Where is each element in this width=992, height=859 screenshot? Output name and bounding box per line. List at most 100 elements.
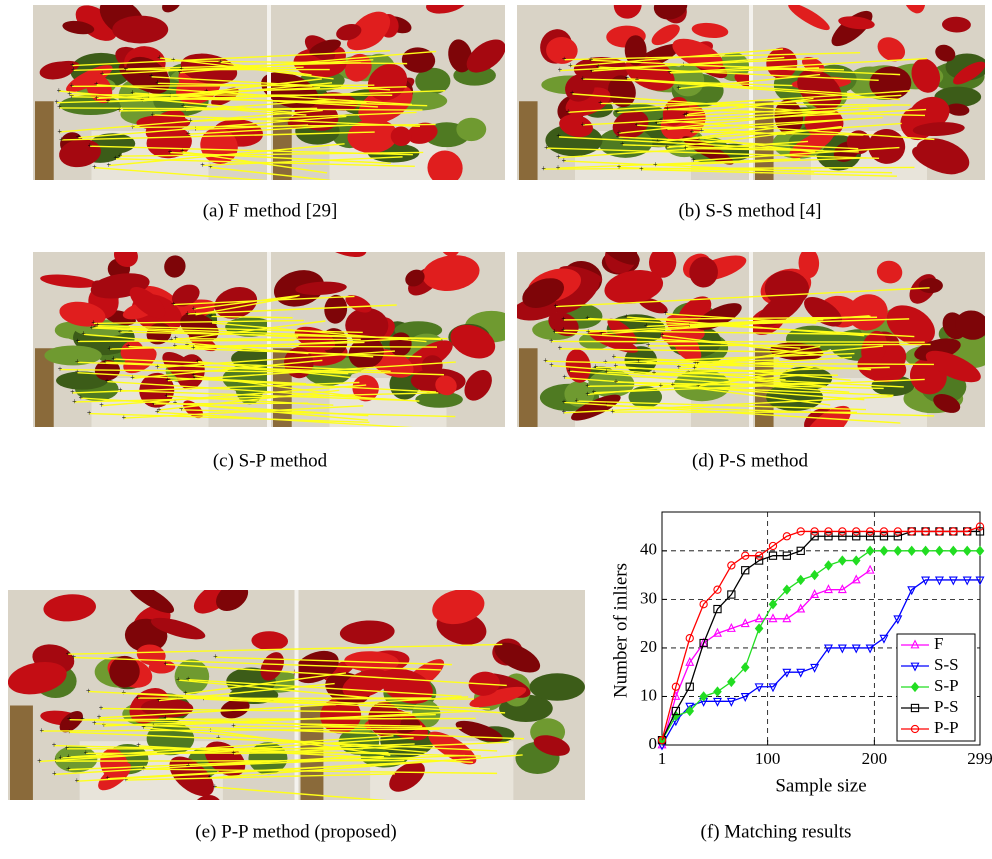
match-marker: + (155, 407, 160, 416)
match-marker: + (541, 164, 546, 173)
x-axis-label: Sample size (775, 775, 866, 796)
match-marker: + (124, 65, 129, 74)
match-marker: + (695, 358, 700, 367)
match-marker: + (614, 361, 619, 370)
match-marker: + (610, 407, 615, 416)
match-marker: + (52, 769, 57, 778)
match-marker: + (590, 66, 595, 75)
y-tick-label: 30 (640, 588, 657, 607)
match-marker: + (75, 357, 80, 366)
match-marker: + (37, 756, 42, 765)
match-marker: + (88, 141, 93, 150)
match-marker: + (87, 408, 92, 417)
match-marker: + (581, 74, 586, 83)
match-marker: + (625, 74, 630, 83)
legend-label: P-P (934, 718, 959, 737)
match-marker: + (620, 140, 625, 149)
match-marker: + (130, 122, 135, 131)
match-marker: + (664, 309, 669, 318)
match-marker: + (556, 163, 561, 172)
match-marker: + (553, 301, 558, 310)
match-marker: + (121, 688, 126, 697)
match-line (55, 761, 404, 762)
match-marker: + (603, 357, 608, 366)
match-marker: + (92, 718, 97, 727)
match-marker: + (165, 375, 170, 384)
match-marker: + (124, 775, 129, 784)
match-marker: + (107, 344, 112, 353)
match-marker: + (105, 773, 110, 782)
match-marker: + (80, 714, 85, 723)
match-marker: + (544, 143, 549, 152)
match-marker: + (617, 128, 622, 137)
match-marker: + (617, 162, 622, 171)
match-marker: + (193, 373, 198, 382)
match-marker: + (549, 336, 554, 345)
match-marker: + (57, 86, 62, 95)
photo: ++++++++++++++++++++++++++++++++++++++++… (33, 201, 518, 430)
match-marker: + (176, 675, 181, 684)
match-marker: + (191, 343, 196, 352)
match-marker: + (585, 389, 590, 398)
match-marker: + (164, 391, 169, 400)
match-marker: + (592, 388, 597, 397)
match-marker: + (562, 408, 567, 417)
match-marker: + (178, 68, 183, 77)
match-marker: + (72, 397, 77, 406)
match-marker: + (57, 127, 62, 136)
match-marker: + (157, 53, 162, 62)
match-marker: + (185, 309, 190, 318)
match-marker: + (599, 329, 604, 338)
match-marker: + (155, 362, 160, 371)
match-marker: + (593, 362, 598, 371)
match-marker: + (562, 55, 567, 64)
match-marker: + (58, 364, 63, 373)
match-marker: + (200, 160, 205, 169)
match-marker: + (568, 61, 573, 70)
petal (112, 16, 168, 44)
match-marker: + (92, 162, 97, 171)
match-marker: + (646, 341, 651, 350)
match-marker: + (556, 132, 561, 141)
match-marker: + (67, 90, 72, 99)
legend-label: S-S (934, 655, 959, 674)
match-marker: + (75, 776, 80, 785)
caption: (e) P-P method (proposed) (195, 821, 396, 842)
leaf (456, 118, 486, 141)
legend-label: P-S (934, 697, 959, 716)
match-marker: + (558, 65, 563, 74)
match-marker: + (558, 344, 563, 353)
match-marker: + (671, 380, 676, 389)
photo: ++++++++++++++++++++++++++++++++++++++++… (33, 0, 511, 191)
match-marker: + (676, 83, 681, 92)
match-marker: + (64, 744, 69, 753)
match-marker: + (111, 354, 116, 363)
match-marker: + (562, 397, 567, 406)
match-marker: + (168, 147, 173, 156)
match-marker: + (624, 312, 629, 321)
y-tick-label: 20 (640, 637, 657, 656)
match-marker: + (118, 385, 123, 394)
y-tick-label: 10 (640, 685, 657, 704)
match-marker: + (186, 675, 191, 684)
match-marker: + (635, 75, 640, 84)
match-marker: + (589, 55, 594, 64)
caption: (f) Matching results (701, 821, 852, 842)
match-marker: + (186, 129, 191, 138)
match-marker: + (208, 162, 213, 171)
match-marker: + (90, 323, 95, 332)
match-marker: + (118, 151, 123, 160)
match-marker: + (117, 106, 122, 115)
caption: (b) S-S method [4] (678, 200, 821, 221)
match-marker: + (570, 89, 575, 98)
match-marker: + (99, 703, 104, 712)
match-marker: + (586, 327, 591, 336)
match-marker: + (659, 115, 664, 124)
stake (519, 348, 538, 427)
match-marker: + (604, 367, 609, 376)
match-marker: + (553, 327, 558, 336)
match-marker: + (690, 127, 695, 136)
match-marker: + (173, 334, 178, 343)
